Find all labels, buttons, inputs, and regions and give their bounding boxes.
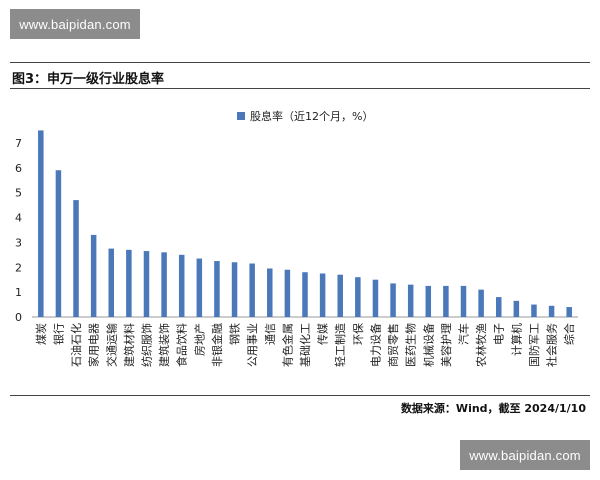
bar [108,248,115,317]
bar [178,254,185,317]
bar [73,200,79,317]
bar [566,307,572,317]
x-tick-label: 医药生物 [404,323,418,367]
watermark-bottom: www.baipidan.com [460,440,590,470]
bar [513,300,520,317]
x-tick-label: 石油石化 [69,323,83,367]
x-tick-label: 食品饮料 [175,323,189,367]
bar [214,261,220,317]
legend-label: 股息率（近12个月，%） [250,109,373,123]
x-tick-label: 电力设备 [368,323,382,367]
bar [38,130,44,317]
x-tick-label: 家用电器 [87,323,101,367]
x-tick-label: 传媒 [317,323,330,345]
bar [443,285,449,317]
x-tick-label: 房地产 [192,323,206,356]
bar [196,258,203,317]
x-tick-label: 机械设备 [421,323,435,367]
legend-swatch [237,112,245,120]
x-tick-label: 有色金属 [280,323,294,367]
x-tick-label: 综合 [562,323,576,345]
x-tick-label: 汽车 [457,323,471,345]
bar [161,252,167,317]
bar [231,262,238,317]
x-tick-label: 交通运输 [104,323,118,367]
bar [90,234,97,317]
x-tick-label: 钢铁 [229,323,242,345]
title-bottom-rule [10,88,590,89]
figure-title: 图3：申万一级行业股息率 [12,72,165,87]
y-tick-label: 2 [15,261,22,274]
title-top-rule [10,62,590,63]
x-tick-label: 轻工制造 [333,323,347,367]
y-tick-label: 7 [15,137,22,150]
watermark-top: www.baipidan.com [10,9,140,39]
x-tick-label: 银行 [51,323,65,345]
bar [460,285,467,317]
y-tick-label: 6 [15,162,22,175]
y-tick-label: 4 [15,212,22,225]
bar [126,249,132,317]
x-tick-label: 电子 [493,323,506,345]
bar [407,284,414,317]
bar [319,273,326,317]
source-top-rule [10,395,590,396]
x-tick-label: 建筑材料 [122,323,136,367]
x-tick-label: 非银金融 [210,323,224,367]
x-tick-label: 煤炭 [35,323,48,345]
bar [267,268,273,317]
bar [302,272,308,317]
x-tick-label: 社会服务 [545,323,559,367]
bar [249,263,255,317]
bar [355,277,361,317]
x-tick-label: 建筑装饰 [157,323,171,367]
x-tick-label: 纺织服饰 [139,323,153,367]
x-tick-label: 基础化工 [298,323,312,367]
y-tick-label: 1 [15,286,22,299]
y-tick-label: 0 [15,311,22,324]
bar [390,283,396,317]
x-tick-label: 公用事业 [246,323,259,367]
bar-chart: 股息率（近12个月，%） 0 1 2 3 4 5 6 7 煤炭 银行 石油石化 家用电器 交通运输 建筑材料… [15,109,578,367]
x-tick-label: 商贸零售 [386,323,400,367]
bar [143,251,150,317]
bar [337,274,343,317]
x-tick-label: 环保 [351,323,365,345]
y-tick-label: 5 [15,187,22,200]
bar [425,285,432,317]
y-tick-label: 3 [15,236,22,249]
bar [55,170,62,317]
bar [478,289,484,317]
x-tick-label: 通信 [264,323,277,345]
x-tick-label: 计算机 [509,323,523,356]
bar [495,297,502,317]
x-tick-label: 美容护理 [439,323,453,367]
x-tick-label: 农林牧渔 [474,323,488,367]
x-tick-label: 国防军工 [527,323,541,367]
source-note: 数据来源：Wind，截至 2024/1/10 [400,402,586,415]
bar [372,279,379,317]
bar [548,305,555,317]
bar [531,304,537,317]
bar [284,269,291,317]
